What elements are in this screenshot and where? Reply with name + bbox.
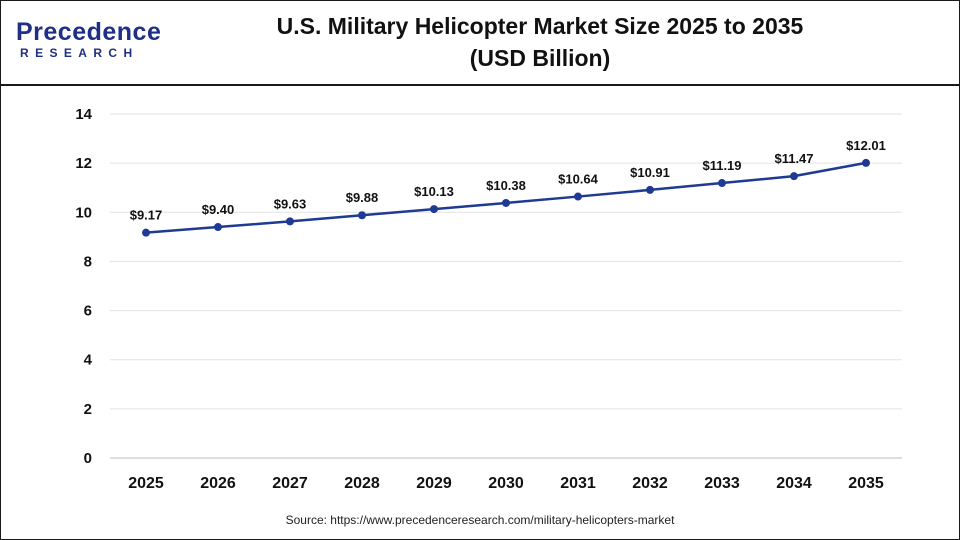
chart-title-line2: (USD Billion) [469,45,611,71]
data-label: $10.91 [630,165,670,180]
data-point [214,223,222,232]
data-point [862,158,870,167]
logo-main-text: Precedence [16,18,162,46]
x-tick-label: 2034 [776,475,812,492]
chart-title-line1: U.S. Military Helicopter Market Size 202… [276,13,804,39]
series-line [145,161,867,234]
precedence-research-logo: Precedence RESEARCH [16,18,176,68]
x-tick-label: 2025 [128,475,164,492]
logo-sub-text: RESEARCH [20,46,139,60]
x-tick-label: 2033 [704,475,740,492]
x-tick-label: 2027 [272,475,308,492]
data-label: $9.17 [130,208,163,223]
data-label: $12.01 [846,138,886,153]
data-label: $9.63 [274,196,307,211]
y-tick-label: 14 [75,106,92,123]
data-label: $10.64 [558,172,599,187]
x-tick-label: 2030 [488,475,524,492]
y-tick-label: 6 [84,303,92,320]
data-point [646,185,654,194]
data-point [286,217,294,226]
x-tick-label: 2035 [848,475,884,492]
x-tick-label: 2029 [416,475,452,492]
source-note: Source: https://www.precedenceresearch.c… [285,513,675,527]
data-label: $11.19 [702,158,741,173]
chart-title: U.S. Military Helicopter Market Size 202… [220,10,860,74]
x-tick-label: 2032 [632,475,668,492]
y-tick-label: 8 [84,253,92,270]
data-point [502,198,510,207]
y-tick-label: 10 [75,204,92,221]
x-tick-label: 2026 [200,475,236,492]
y-tick-label: 0 [84,450,92,467]
header: Precedence RESEARCH U.S. Military Helico… [0,0,960,85]
header-divider [0,84,960,86]
y-tick-label: 2 [84,401,92,418]
data-point [718,179,726,188]
y-tick-label: 4 [84,352,93,369]
data-point [142,228,150,237]
y-tick-label: 12 [75,155,92,172]
x-tick-label: 2031 [560,475,596,492]
data-label: $9.40 [202,202,235,217]
data-label: $10.38 [486,178,526,193]
data-point [574,192,582,201]
line-chart: 0 2 4 6 8 10 12 14 2025 2026 2027 2028 2029 2030 2031 2… [75,106,902,492]
data-label: $11.47 [774,151,813,166]
data-label: $9.88 [346,190,379,205]
data-point [358,211,366,220]
data-point [430,205,438,214]
x-tick-label: 2028 [344,475,380,492]
data-label: $10.13 [414,184,454,199]
data-point [790,172,798,181]
